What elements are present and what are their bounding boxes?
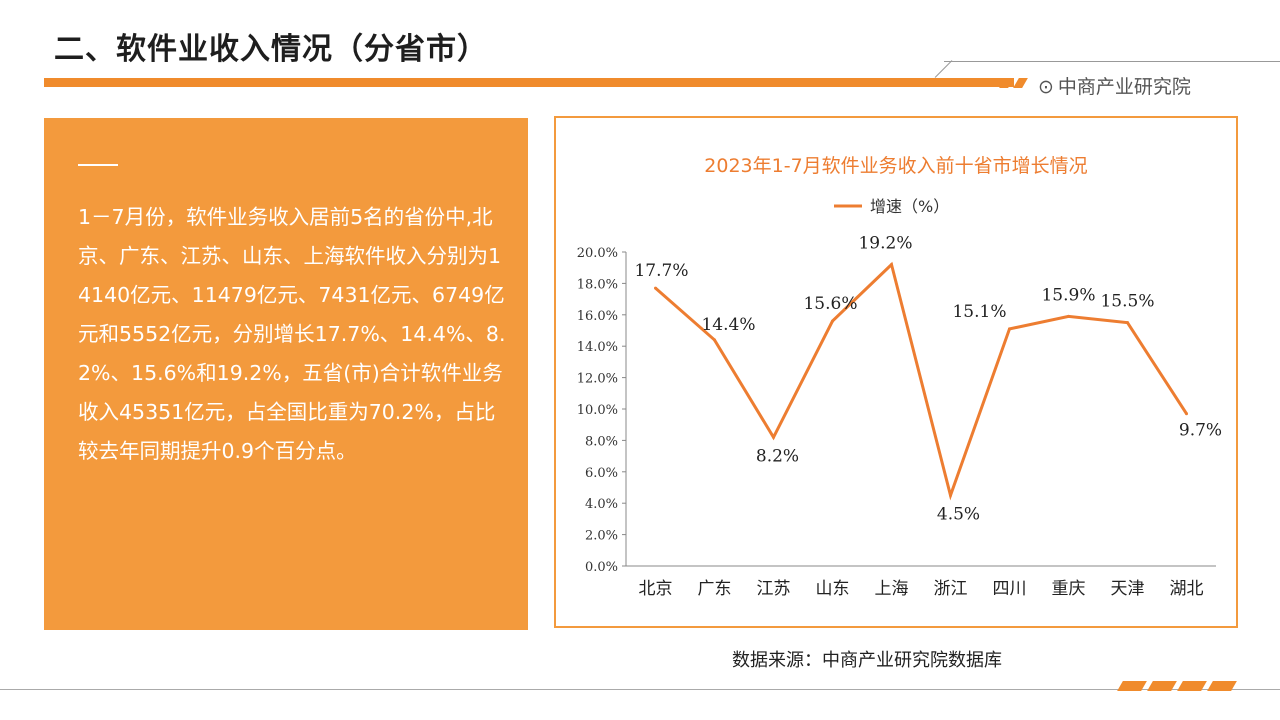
y-tick-label: 4.0% [585,497,618,512]
data-label: 9.7% [1179,421,1222,441]
y-tick-label: 14.0% [577,340,618,355]
x-tick-label: 湖北 [1170,579,1204,599]
data-source: 数据来源：中商产业研究院数据库 [732,650,1002,671]
y-tick-label: 12.0% [577,372,618,387]
data-label: 4.5% [937,504,980,524]
data-label: 14.4% [701,315,755,335]
data-point [949,493,952,497]
data-point [713,338,716,342]
series-line [654,261,1188,501]
chart-title: 2023年1-7月软件业务收入前十省市增长情况 [704,155,1087,177]
brand-name: 中商产业研究院 [1057,76,1191,98]
y-tick-label: 6.0% [585,466,618,481]
data-label: 15.1% [952,302,1006,322]
x-tick-label: 重庆 [1052,579,1086,599]
summary-panel: 1－7月份，软件业务收入居前5名的省份中,北京、广东、江苏、山东、上海软件收入分… [44,118,528,630]
title-underline [44,78,1014,87]
x-tick-label: 天津 [1111,579,1145,599]
summary-text: 1－7月份，软件业务收入居前5名的省份中,北京、广东、江苏、山东、上海软件收入分… [78,205,506,463]
data-point [1067,314,1070,318]
x-tick-label: 上海 [875,579,909,599]
footer-line [0,689,1280,690]
x-tick-label: 广东 [698,579,732,599]
x-tick-label: 江苏 [757,579,791,599]
x-tick-label: 北京 [639,579,673,599]
data-point [1185,412,1188,416]
header-stripe [1013,78,1028,88]
data-point [890,263,893,267]
data-point [1008,327,1011,331]
data-label: 15.5% [1100,292,1154,312]
header-divider-line [944,61,1280,62]
y-tick-label: 2.0% [585,529,618,544]
data-label: 15.6% [803,294,857,314]
header-divider-diagonal [934,60,953,78]
x-tick-label: 浙江 [934,579,968,599]
data-label: 17.7% [634,261,688,281]
brand: ⊙ 中商产业研究院 [1038,72,1191,99]
y-tick-label: 0.0% [585,560,618,575]
x-tick-label: 山东 [816,579,850,599]
y-tick-label: 18.0% [577,277,618,292]
y-tick-label: 16.0% [577,309,618,324]
y-tick-label: 20.0% [577,246,618,261]
legend-label: 增速（%） [870,197,949,216]
panel-dash [78,164,118,166]
data-point [654,286,657,290]
y-tick-label: 10.0% [577,403,618,418]
chart-panel: 2023年1-7月软件业务收入前十省市增长情况增速（%） 0.0% 2.0% 4.0%… [554,116,1238,628]
y-tick-label: 8.0% [585,434,618,449]
target-icon: ⊙ [1038,76,1054,98]
data-point [831,319,834,323]
data-point [772,435,775,439]
data-label: 8.2% [756,446,799,466]
x-tick-label: 四川 [993,579,1027,599]
data-label: 19.2% [858,234,912,254]
data-label: 15.9% [1041,285,1095,305]
data-point [1126,321,1129,325]
page-title: 二、软件业收入情况（分省市） [54,32,488,67]
